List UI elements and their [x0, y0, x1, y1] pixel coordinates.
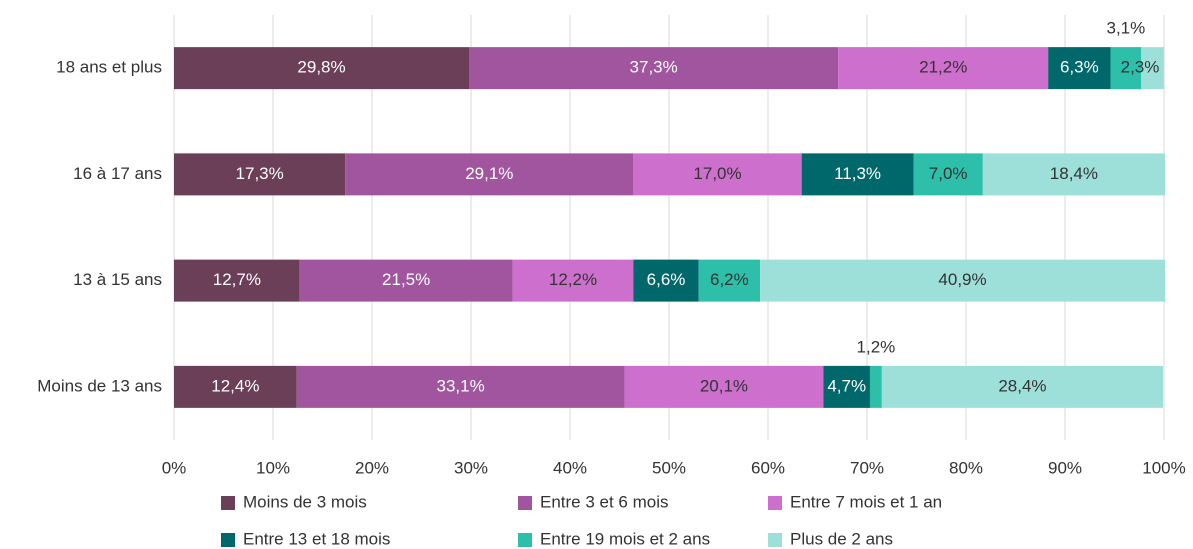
- data-label: 18,4%: [1050, 164, 1098, 183]
- x-tick-label: 30%: [454, 458, 488, 477]
- data-label: 6,3%: [1060, 58, 1099, 77]
- legend-label: Plus de 2 ans: [790, 529, 893, 548]
- x-tick-label: 90%: [1048, 458, 1082, 477]
- bar-segment: [469, 47, 839, 90]
- y-tick-label: 18 ans et plus: [56, 58, 162, 77]
- legend-label: Moins de 3 mois: [243, 492, 367, 511]
- x-tick-label: 50%: [652, 458, 686, 477]
- bar-segment: [698, 259, 761, 302]
- bar-segment: [296, 365, 625, 408]
- bar-segment: [1048, 47, 1111, 90]
- bar-segment: [174, 365, 297, 408]
- bar-segment: [1110, 47, 1142, 90]
- x-tick-label: 60%: [751, 458, 785, 477]
- data-label: 21,5%: [382, 270, 430, 289]
- bar-segment: [838, 47, 1049, 90]
- legend-label: Entre 3 et 6 mois: [540, 492, 669, 511]
- data-label: 12,4%: [211, 376, 259, 395]
- bar-segment: [633, 259, 699, 302]
- x-tick-label: 10%: [256, 458, 290, 477]
- bar-segment: [299, 259, 513, 302]
- bar-segment: [881, 365, 1164, 408]
- data-label: 33,1%: [437, 376, 485, 395]
- data-label: 20,1%: [700, 376, 748, 395]
- legend-label: Entre 19 mois et 2 ans: [540, 529, 710, 548]
- data-label: 3,1%: [1107, 19, 1146, 38]
- y-tick-label: Moins de 13 ans: [37, 376, 162, 395]
- data-label: 17,0%: [693, 164, 741, 183]
- bar-segment: [174, 47, 470, 90]
- data-label: 17,3%: [236, 164, 284, 183]
- bar-segment: [174, 153, 346, 196]
- bar-segment: [801, 153, 914, 196]
- data-label: 11,3%: [834, 164, 881, 183]
- bar-segment: [633, 153, 802, 196]
- x-tick-label: 100%: [1142, 458, 1185, 477]
- data-label: 29,1%: [465, 164, 513, 183]
- x-tick-label: 40%: [553, 458, 587, 477]
- data-label: 12,2%: [549, 270, 597, 289]
- data-label: 21,2%: [919, 58, 967, 77]
- data-label: 12,7%: [213, 270, 261, 289]
- x-tick-label: 70%: [850, 458, 884, 477]
- legend-label: Entre 7 mois et 1 an: [790, 492, 942, 511]
- x-tick-label: 80%: [949, 458, 983, 477]
- bar-segment: [869, 365, 882, 408]
- x-tick-label: 0%: [162, 458, 187, 477]
- data-label: 40,9%: [938, 270, 986, 289]
- bar-segment: [760, 259, 1165, 302]
- data-label: 2,3%: [1121, 58, 1160, 77]
- bar-segment: [512, 259, 634, 302]
- y-tick-label: 13 à 15 ans: [73, 270, 162, 289]
- data-label: 29,8%: [297, 58, 345, 77]
- data-label: 37,3%: [630, 58, 678, 77]
- data-label: 4,7%: [827, 376, 866, 395]
- data-label: 28,4%: [998, 376, 1046, 395]
- legend-swatch: [768, 496, 782, 510]
- legend-label: Entre 13 et 18 mois: [243, 529, 390, 548]
- data-label: 6,2%: [710, 270, 749, 289]
- y-tick-label: 16 à 17 ans: [73, 164, 162, 183]
- data-label: 6,6%: [647, 270, 686, 289]
- bar-segment: [913, 153, 983, 196]
- x-tick-label: 20%: [355, 458, 389, 477]
- data-label: 7,0%: [929, 164, 968, 183]
- legend-swatch: [518, 533, 532, 547]
- legend-swatch: [768, 533, 782, 547]
- bar-segment: [1141, 47, 1164, 90]
- bar-segment: [982, 153, 1165, 196]
- bar-segment: [174, 259, 300, 302]
- bar-segment: [823, 365, 870, 408]
- legend-swatch: [221, 533, 235, 547]
- legend-swatch: [221, 496, 235, 510]
- data-label: 1,2%: [857, 337, 896, 356]
- bar-segment: [345, 153, 634, 196]
- legend-swatch: [518, 496, 532, 510]
- bar-segment: [624, 365, 824, 408]
